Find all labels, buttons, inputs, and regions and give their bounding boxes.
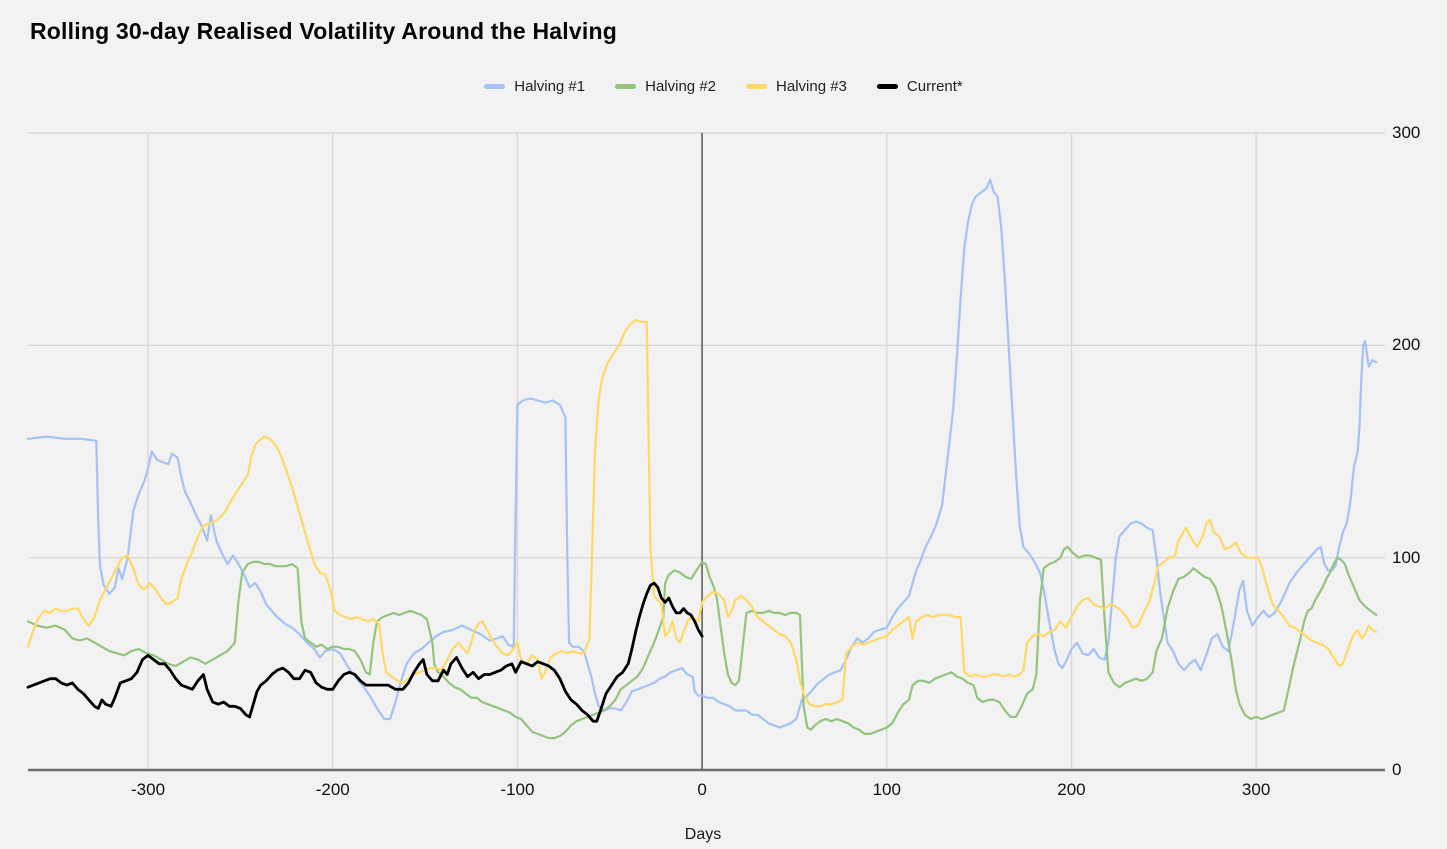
y-axis-tick-label: 300 bbox=[1392, 123, 1421, 142]
series-halving-2 bbox=[26, 545, 1378, 740]
x-axis-tick-label: 300 bbox=[1241, 780, 1271, 799]
legend-label: Current* bbox=[906, 78, 963, 95]
legend-label: Halving #2 bbox=[645, 78, 717, 95]
legend-item-3: Halving #3 bbox=[746, 78, 847, 95]
legend-swatch-icon bbox=[746, 84, 768, 89]
x-axis-title: Days bbox=[684, 826, 722, 843]
legend-swatch-icon bbox=[615, 84, 637, 89]
legend-item-1: Halving #1 bbox=[484, 78, 585, 95]
x-axis-tick-label: 0 bbox=[697, 780, 707, 799]
x-axis-tick-label: 200 bbox=[1057, 780, 1086, 799]
y-axis-tick-label: 200 bbox=[1392, 335, 1421, 355]
legend: Halving #1 Halving #2 Halving #3 Current* bbox=[0, 78, 1447, 95]
legend-swatch-icon bbox=[484, 84, 506, 89]
y-axis-tick-label: 0 bbox=[1392, 760, 1402, 779]
x-axis-tick-label: -300 bbox=[131, 780, 166, 799]
series-halving-1 bbox=[26, 178, 1378, 729]
series-current bbox=[26, 581, 704, 723]
x-axis-tick-label: -100 bbox=[500, 780, 535, 799]
legend-item-2: Halving #2 bbox=[615, 78, 716, 95]
legend-swatch-icon bbox=[876, 84, 898, 89]
legend-label: Halving #3 bbox=[776, 78, 847, 95]
x-axis-tick-label: -200 bbox=[315, 780, 350, 799]
x-axis-tick-label: 100 bbox=[872, 780, 901, 799]
y-axis-tick-label: 100 bbox=[1392, 547, 1421, 567]
chart-title: Rolling 30-day Realised Volatility Aroun… bbox=[30, 18, 617, 44]
legend-item-4: Current* bbox=[876, 78, 963, 95]
legend-label: Halving #1 bbox=[514, 78, 586, 95]
